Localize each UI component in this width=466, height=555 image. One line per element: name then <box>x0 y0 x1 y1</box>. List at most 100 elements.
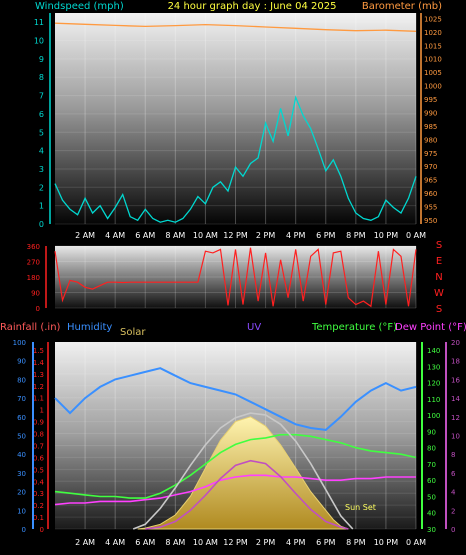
uv-tick-label: 2 <box>451 507 455 515</box>
wind-tick-label: 4 <box>39 147 44 156</box>
x-tick-label: 6 PM <box>316 231 335 240</box>
temperature-title: Temperature (°F) <box>311 322 397 333</box>
compass-label: N <box>435 272 442 283</box>
barometer-tick-label: 1000 <box>424 83 442 91</box>
x-tick-label: 2 PM <box>256 231 275 240</box>
rainfall-tick-label: 0.7 <box>33 442 44 450</box>
x-tick-label: 6 AM <box>135 538 155 547</box>
wind-tick-label: 8 <box>39 73 44 82</box>
barometer-tick-label: 1015 <box>424 42 442 50</box>
wind-panel-series <box>54 22 417 223</box>
wind-tick-label: 0 <box>39 220 44 229</box>
wind-tick-label: 10 <box>34 37 44 46</box>
direction-panel-gridlines <box>55 245 417 309</box>
windspeed-title: Windspeed (mph) <box>35 1 124 12</box>
dew-point-line <box>54 474 416 506</box>
x-tick-label: 2 AM <box>75 538 95 547</box>
humidity-tick-label: 70 <box>17 395 26 403</box>
rainfall-tick-label: 1.1 <box>33 395 44 403</box>
dew-point-title: Dew Point (°F) <box>395 322 466 333</box>
wind-tick-label: 5 <box>39 128 44 137</box>
barometer-tick-label: 1025 <box>424 15 442 23</box>
temperature-tick-label: 100 <box>427 412 440 420</box>
x-tick-label: 6 PM <box>316 538 335 547</box>
direction-tick-label: 90 <box>31 290 40 298</box>
temperature-tick-label: 30 <box>427 526 436 534</box>
rainfall-tick-label: 0.8 <box>33 431 44 439</box>
sun-curve-line <box>132 412 354 530</box>
temperature-line <box>54 433 417 499</box>
x-tick-label: 6 AM <box>135 231 155 240</box>
barometer-tick-label: 950 <box>424 217 437 225</box>
uv-tick-label: 6 <box>451 470 456 478</box>
graph-title: 24 hour graph day : June 04 2025 <box>168 1 337 12</box>
weather-panel-axes: 0 0.1 0.2 0.3 0.4 0.5 0.6 0.7 0.8 0.9 1 1.1 1.2 1.3 1.… <box>13 339 461 534</box>
temperature-tick-label: 70 <box>427 461 436 469</box>
uv-tick-label: 8 <box>451 451 455 459</box>
x-tick-label: 10 PM <box>374 538 399 547</box>
wind-direction-line <box>54 247 417 308</box>
humidity-tick-label: 50 <box>17 433 26 441</box>
rainfall-tick-label: 1 <box>40 407 44 415</box>
wind-tick-label: 3 <box>39 165 44 174</box>
barometer-tick-label: 1010 <box>424 56 442 64</box>
x-tick-label: 0 AM <box>406 538 426 547</box>
wind-panel-background <box>55 13 416 224</box>
x-tick-label: 0 AM <box>406 231 426 240</box>
solar-title: Solar <box>120 327 146 338</box>
temperature-tick-label: 60 <box>427 477 436 485</box>
rainfall-tick-label: 1.4 <box>33 359 45 367</box>
compass-label: W <box>434 288 444 299</box>
direction-tick-label: 0 <box>36 305 40 313</box>
x-tick-label: 8 PM <box>346 231 365 240</box>
humidity-line <box>54 367 417 431</box>
temperature-tick-label: 110 <box>427 396 440 404</box>
barometer-title: Barometer (mb) <box>362 1 442 12</box>
humidity-tick-label: 80 <box>17 376 26 384</box>
compass-label: S <box>436 240 442 251</box>
rainfall-tick-label: 0.5 <box>33 466 44 474</box>
temperature-tick-label: 50 <box>427 493 436 501</box>
rainfall-tick-label: 1.5 <box>33 347 44 355</box>
x-tick-label: 10 AM <box>193 538 218 547</box>
rainfall-tick-label: 0.2 <box>33 502 44 510</box>
direction-tick-label: 180 <box>27 274 40 282</box>
humidity-tick-label: 0 <box>22 526 26 534</box>
barometer-tick-label: 1005 <box>424 69 442 77</box>
humidity-title: Humidity <box>67 322 112 333</box>
x-tick-label: 8 PM <box>346 538 365 547</box>
barometer-tick-label: 965 <box>424 177 437 185</box>
x-tick-label: 4 AM <box>105 231 125 240</box>
x-tick-label: 10 AM <box>193 231 218 240</box>
solar-area <box>137 416 349 530</box>
x-tick-label: 4 PM <box>286 538 305 547</box>
sunset-label: Sun Set <box>345 503 376 512</box>
direction-tick-label: 360 <box>27 243 40 251</box>
uv-tick-label: 18 <box>451 358 460 366</box>
humidity-tick-label: 20 <box>17 489 26 497</box>
rainfall-tick-label: 0.4 <box>33 478 45 486</box>
weather-panel-gridlines: 2 AM 4 AM 6 AM 8 AM 10 AM 12 PM 2 PM 4 PM 6 PM 8 … <box>55 342 426 547</box>
temperature-tick-label: 140 <box>427 347 440 355</box>
humidity-tick-label: 30 <box>17 470 26 478</box>
compass-label: S <box>436 304 442 315</box>
x-tick-label: 4 AM <box>105 538 125 547</box>
uv-tick-label: 0 <box>451 526 455 534</box>
barometer-tick-label: 980 <box>424 136 437 144</box>
wind-tick-label: 2 <box>39 183 44 192</box>
barometer-tick-label: 960 <box>424 190 437 198</box>
uv-tick-label: 16 <box>451 376 460 384</box>
barometer-tick-label: 955 <box>424 204 437 212</box>
direction-panel-series <box>54 247 417 308</box>
barometer-tick-label: 995 <box>424 96 437 104</box>
uv-tick-label: 12 <box>451 414 460 422</box>
humidity-tick-label: 40 <box>17 451 26 459</box>
rainfall-tick-label: 0.9 <box>33 419 44 427</box>
uv-tick-label: 4 <box>451 489 456 497</box>
temperature-tick-label: 130 <box>427 363 440 371</box>
temperature-tick-label: 90 <box>427 428 436 436</box>
uv-line <box>145 459 349 530</box>
barometer-tick-label: 990 <box>424 109 437 117</box>
